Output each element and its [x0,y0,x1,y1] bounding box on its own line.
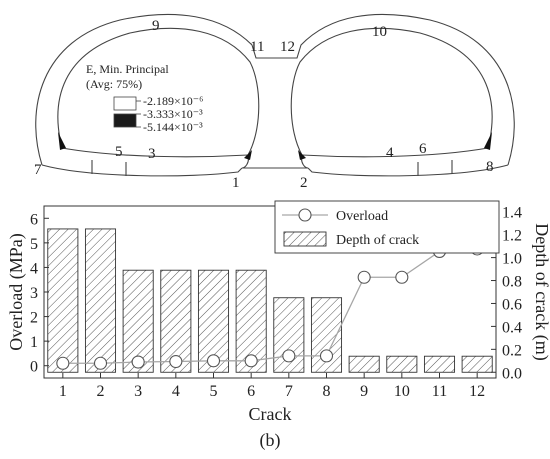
y2-tick-label-1.2: 1.2 [502,228,522,245]
depth-bar-9 [348,355,380,373]
y-tick-label-3: 3 [30,285,38,302]
depth-bar-10 [386,355,418,373]
tunnel-crack-label-4: 4 [386,145,394,161]
overload-point-9 [357,270,371,284]
strain-zone-left [58,132,66,150]
left-tunnel-invert [61,147,249,158]
tunnel-crack-label-2: 2 [300,175,308,191]
y2-tick-label-1.4: 1.4 [502,205,522,222]
y2-tick-label-1.0: 1.0 [502,251,522,268]
contour-legend-swatch-light [113,96,137,111]
legend-depth-swatch [283,231,327,247]
x-tick-label-11: 11 [432,383,447,400]
tunnel-crack-label-8: 8 [486,159,494,175]
y2-tick-label-0.8: 0.8 [502,274,522,291]
strain-zone-right-inner [298,150,306,160]
overload-point-5 [206,354,221,368]
contour-legend-level-2: -3.333×10⁻³ [143,107,203,121]
x-tick-label-6: 6 [247,383,255,400]
x-tick-label-2: 2 [97,383,105,400]
contour-legend-title: E, Min. Principal [86,62,169,76]
right-axis: 0.0 0.2 0.4 0.6 0.8 1.0 1.2 1.4 [491,205,522,382]
tunnel-crack-label-12: 12 [280,39,295,55]
x-tick-label-7: 7 [285,383,293,400]
overload-point-1 [56,356,70,370]
y2-axis-title: Depth of crack (m) [531,223,550,360]
tunnel-crack-label-1: 1 [232,175,240,191]
depth-bar-3 [122,269,154,373]
y-tick-label-6: 6 [30,211,38,228]
overload-point-7 [282,349,296,363]
y-tick-label-4: 4 [30,260,38,277]
x-tick-label-9: 9 [360,383,368,400]
x-tick-label-12: 12 [469,383,485,400]
depth-bars [47,228,493,373]
tunnel-crack-label-5: 5 [115,144,123,160]
x-axis: 1 2 3 4 5 6 7 8 9 10 11 12 [59,373,485,400]
x-tick-label-3: 3 [134,383,142,400]
tunnel-crack-label-7: 7 [34,162,42,178]
y2-tick-label-0.6: 0.6 [502,296,522,313]
chart-legend: Overload Depth of crack [274,200,500,254]
contour-legend: E, Min. Principal (Avg: 75%) -2.189×10⁻⁶… [86,62,203,134]
legend-depth-label: Depth of crack [336,233,419,248]
x-axis-title: Crack [249,404,292,424]
left-tunnel-bottom [41,164,243,177]
contour-legend-level-1: -2.189×10⁻⁶ [143,94,203,108]
tunnel-diagram [35,13,515,177]
depth-bar-12 [461,355,493,373]
overload-point-10 [395,270,409,284]
legend-overload-marker [298,208,312,222]
overload-series [56,242,484,370]
x-tick-label-8: 8 [323,383,331,400]
tunnel-crack-labels: 9 10 11 12 7 5 3 1 2 4 6 8 [34,18,494,191]
x-tick-label-10: 10 [394,383,410,400]
y-tick-label-5: 5 [30,236,38,253]
overload-point-3 [131,355,145,369]
right-tunnel-inner-lining [290,27,493,156]
y-tick-label-1: 1 [30,334,38,351]
depth-bar-1 [47,228,79,373]
y2-tick-label-0.2: 0.2 [502,342,522,359]
overload-point-2 [93,356,108,370]
panel-label: (b) [260,430,281,451]
left-tunnel-inner-lining [57,27,260,156]
x-tick-label-4: 4 [172,383,180,400]
y-axis-title: Overload (MPa) [6,233,27,350]
depth-bar-7 [273,297,305,373]
y2-tick-label-0.0: 0.0 [502,365,522,382]
depth-bar-11 [423,355,456,373]
x-tick-label-5: 5 [210,383,218,400]
contour-legend-swatch-dark [113,113,137,128]
y2-tick-label-0.4: 0.4 [502,319,522,336]
left-tunnel-outer-lining [35,13,515,166]
overload-point-4 [169,354,183,369]
strain-zone-left-inner [244,150,252,160]
y-tick-label-2: 2 [30,310,38,327]
right-tunnel-invert [301,147,489,158]
left-axis: 0 1 2 3 4 5 6 [30,211,49,376]
tunnel-crack-label-10: 10 [372,24,387,40]
contour-legend-subtitle: (Avg: 75%) [86,77,142,91]
tunnel-crack-label-6: 6 [419,141,427,157]
y-tick-label-0: 0 [30,359,38,376]
tunnel-crack-label-9: 9 [152,18,160,34]
strain-zone-right [484,132,492,150]
right-tunnel-bottom [307,164,509,177]
contour-legend-level-3: -5.144×10⁻³ [143,120,203,134]
overload-point-8 [319,349,334,363]
legend-overload-label: Overload [336,209,388,224]
x-tick-label-1: 1 [59,383,67,400]
tunnel-crack-label-11: 11 [250,39,264,55]
overload-point-6 [244,354,258,368]
middle-pillar [241,154,309,169]
tunnel-crack-label-3: 3 [148,146,156,162]
depth-bar-2 [84,228,117,373]
